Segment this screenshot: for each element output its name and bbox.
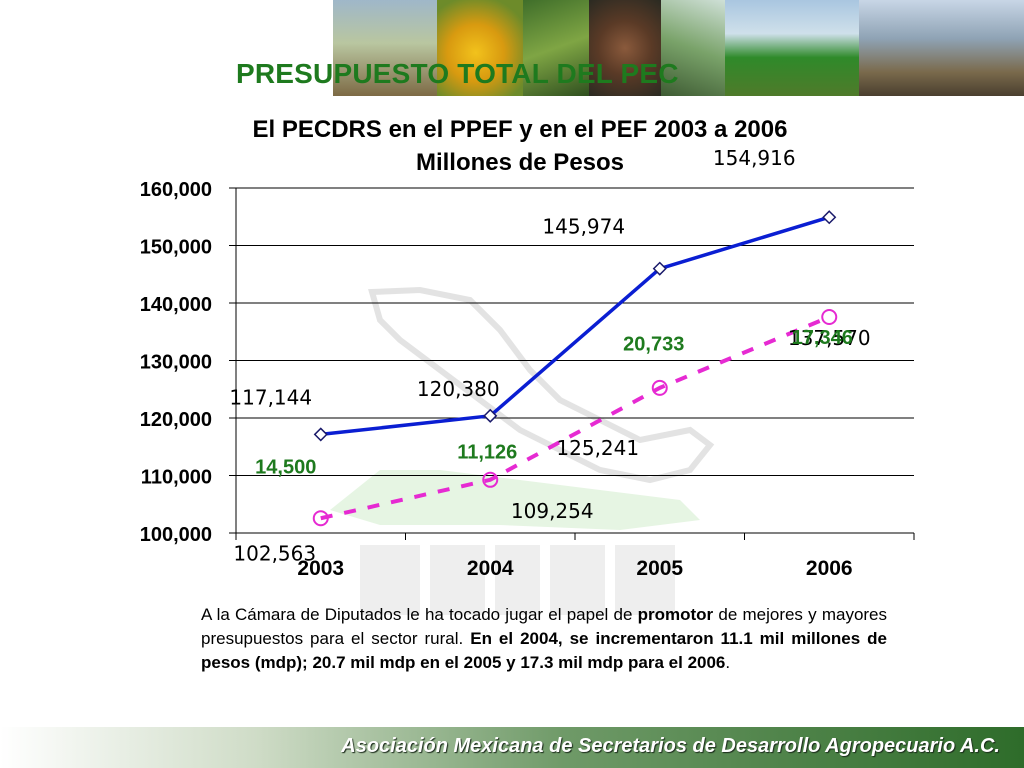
data-label: 145,974: [542, 215, 625, 239]
chart-title-block: El PECDRS en el PPEF y en el PEF 2003 a …: [130, 113, 910, 179]
data-label: 120,380: [417, 377, 500, 401]
photo-banner: [333, 0, 1024, 96]
amsda-watermark: [330, 286, 715, 615]
x-tick-label: 2005: [636, 557, 683, 580]
series-line-dashed: [320, 315, 831, 521]
tractor-photo: [725, 0, 859, 96]
farmer-photo: [589, 0, 661, 96]
data-label: 154,916: [713, 146, 796, 170]
x-tick-label: 2004: [467, 557, 514, 580]
crops-photo: [523, 0, 589, 96]
y-tick-label: 110,000: [141, 467, 212, 489]
circle-marker: [821, 308, 838, 325]
x-tick-label: 2006: [806, 557, 853, 580]
y-tick-label: 140,000: [140, 294, 212, 316]
description-bold-2: En el 2004, se incrementaron 11.1 mil mi…: [201, 629, 887, 672]
description-text-2: de mejores y mayores presupuestos para e…: [201, 605, 888, 648]
y-tick-label: 160,000: [140, 179, 212, 201]
page-title: PRESUPUESTO TOTAL DEL PEC: [236, 58, 679, 89]
data-label: 137,570: [788, 326, 871, 350]
chart-axes: 160,000 150,000 140,000 130,000 120,000 110,0…: [140, 179, 915, 580]
chart-title: El PECDRS en el PPEF y en el PEF 2003 a …: [252, 116, 788, 143]
difference-label: 14,500: [255, 457, 316, 479]
description-bold-1: promotor: [637, 605, 714, 624]
difference-label: 20,733: [623, 334, 684, 356]
footer-text: Asociación Mexicana de Secretarios de De…: [341, 735, 1000, 757]
y-tick-label: 120,000: [140, 409, 212, 431]
footer-bar: Asociación Mexicana de Secretarios de De…: [0, 727, 1024, 768]
cattle-photo: [333, 0, 437, 96]
corn-photo: [437, 0, 523, 96]
series-line-solid: [320, 215, 830, 437]
description-text-3: .: [725, 653, 731, 672]
circle-marker: [651, 379, 668, 396]
description-paragraph: A la Cámara de Diputados le ha tocado ju…: [201, 603, 887, 675]
data-label: 102,563: [233, 541, 316, 565]
circle-marker: [312, 510, 329, 527]
circle-marker: [482, 471, 499, 488]
hands-photo: [661, 0, 725, 96]
diamond-marker: [822, 210, 837, 225]
gridlines: [236, 187, 914, 534]
data-label: 125,241: [556, 436, 639, 460]
diamond-marker: [652, 261, 667, 276]
series-lines: [320, 215, 831, 521]
chart-subtitle: Millones de Pesos: [415, 149, 625, 176]
y-tick-label: 100,000: [140, 524, 212, 546]
y-tick-label: 130,000: [140, 352, 212, 374]
difference-label: 11,126: [457, 441, 517, 463]
x-tick-label: 2003: [297, 557, 344, 580]
description-text-1: A la Cámara de Diputados le ha tocado ju…: [201, 605, 638, 624]
y-tick-label: 150,000: [140, 237, 212, 259]
data-labels: 117,144 120,380 145,974 154,916 102,563 109,2…: [229, 146, 870, 565]
series-markers: [312, 210, 838, 527]
data-label: 117,144: [229, 385, 312, 409]
port-photo: [859, 0, 1024, 96]
difference-label: 17,346: [792, 327, 853, 349]
diamond-marker: [483, 408, 498, 423]
data-label: 109,254: [511, 499, 594, 523]
diamond-marker: [313, 427, 328, 442]
